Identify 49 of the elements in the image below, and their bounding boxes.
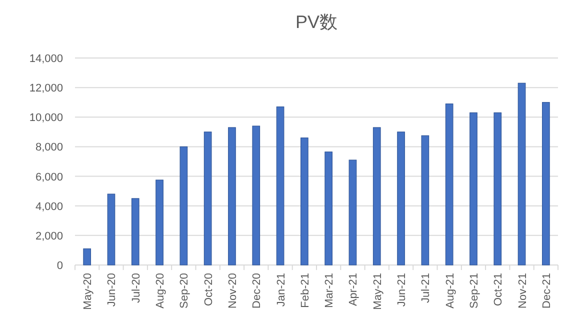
bar bbox=[83, 248, 91, 266]
x-tick-label: May-21 bbox=[372, 273, 384, 310]
x-tick-label: Sep-21 bbox=[468, 273, 480, 308]
bar bbox=[252, 126, 260, 266]
bar bbox=[300, 138, 308, 266]
x-tick-label: Apr-21 bbox=[348, 273, 360, 306]
x-tick-label: Nov-21 bbox=[516, 273, 529, 308]
y-tick-label: 2,000 bbox=[35, 230, 63, 242]
x-tick-label: Dec-21 bbox=[540, 273, 553, 308]
bar bbox=[494, 112, 502, 266]
y-tick-label: 8,000 bbox=[35, 142, 63, 154]
y-tick-label: 0 bbox=[56, 260, 63, 272]
x-tick-label: Oct-20 bbox=[202, 273, 215, 306]
bar bbox=[324, 152, 332, 266]
bar bbox=[421, 135, 430, 266]
y-tick-label: 12,000 bbox=[29, 82, 63, 95]
x-tick-label: Oct-21 bbox=[492, 273, 505, 306]
y-tick-label: 10,000 bbox=[29, 112, 63, 124]
x-tick-label: Aug-21 bbox=[444, 273, 456, 308]
bar bbox=[204, 132, 212, 266]
y-tick-label: 6,000 bbox=[35, 171, 63, 184]
x-tick-label: May-20 bbox=[82, 273, 94, 310]
x-tick-label: Aug-20 bbox=[154, 273, 167, 308]
y-tick-label: 4,000 bbox=[35, 200, 63, 213]
bar bbox=[228, 127, 236, 266]
x-tick-label: Jun-20 bbox=[106, 273, 118, 307]
bar bbox=[397, 132, 405, 266]
x-tick-label: Dec-20 bbox=[251, 273, 264, 308]
x-tick-label: Jan-21 bbox=[275, 273, 288, 307]
bar bbox=[131, 198, 140, 266]
bar bbox=[107, 194, 116, 266]
x-tick-label: Jun-21 bbox=[396, 273, 408, 307]
bar bbox=[180, 146, 188, 266]
bar bbox=[445, 104, 454, 266]
x-tick-label: Mar-21 bbox=[324, 273, 336, 308]
y-tick-label: 14,000 bbox=[29, 53, 63, 65]
bar bbox=[542, 102, 550, 266]
bar bbox=[470, 112, 478, 266]
bar bbox=[156, 180, 164, 266]
bar bbox=[372, 127, 381, 266]
bar bbox=[518, 82, 526, 266]
x-tick-label: Feb-21 bbox=[299, 273, 312, 308]
x-tick-label: Nov-20 bbox=[226, 273, 239, 308]
bar bbox=[276, 106, 284, 266]
x-tick-label: Sep-20 bbox=[178, 273, 191, 308]
x-tick-label: Jul-20 bbox=[130, 273, 142, 303]
bar bbox=[348, 160, 357, 266]
x-tick-label: Jul-21 bbox=[420, 273, 432, 303]
chart-title: PV数 bbox=[295, 12, 338, 32]
